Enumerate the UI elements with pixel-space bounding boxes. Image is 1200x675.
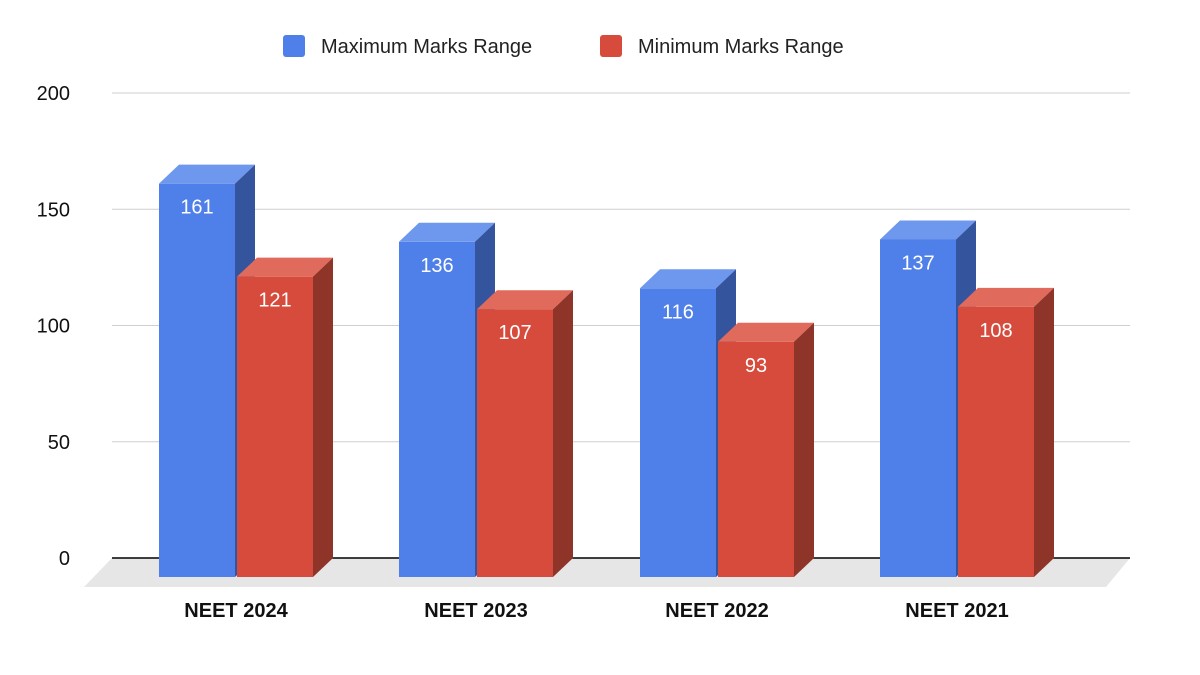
- y-tick-label: 200: [37, 83, 70, 105]
- bar-top: [477, 290, 573, 310]
- data-label: 116: [662, 301, 694, 323]
- bar-front: [640, 288, 716, 577]
- bar-top: [640, 269, 736, 289]
- chart-floor: [84, 558, 1130, 587]
- data-label: 107: [498, 322, 531, 344]
- bar-front: [399, 241, 475, 578]
- legend-swatch: [600, 35, 622, 57]
- bar-top: [237, 257, 333, 277]
- bar-top: [159, 164, 255, 184]
- bar: 93: [718, 322, 814, 577]
- bar: 116: [640, 269, 736, 577]
- legend-entry: Maximum Marks Range: [283, 35, 532, 58]
- bar-front: [958, 306, 1034, 577]
- legend-label: Minimum Marks Range: [638, 36, 844, 58]
- bar-front: [880, 239, 956, 577]
- x-tick-label: NEET 2024: [184, 600, 288, 622]
- y-axis: 0 50 100 150 200: [37, 83, 70, 570]
- data-label: 137: [901, 252, 934, 274]
- floor-plane: [84, 558, 1130, 587]
- bar-top: [718, 322, 814, 342]
- y-tick-label: 50: [48, 432, 70, 454]
- bar-front: [237, 276, 313, 577]
- x-tick-label: NEET 2023: [424, 600, 527, 622]
- x-tick-label: NEET 2021: [905, 600, 1008, 622]
- data-label: 108: [979, 320, 1012, 342]
- bar-side: [1034, 287, 1054, 577]
- data-label: 136: [420, 255, 453, 277]
- bar: 107: [477, 290, 573, 577]
- bar-top: [880, 220, 976, 240]
- bar-side: [794, 322, 814, 577]
- bar-side: [313, 257, 333, 577]
- x-tick-label: NEET 2022: [665, 600, 768, 622]
- bar-top: [958, 287, 1054, 307]
- data-label: 161: [180, 197, 213, 219]
- legend-swatch: [283, 35, 305, 57]
- legend-entry: Minimum Marks Range: [600, 35, 844, 58]
- bars: 161 121 136 107 116 93 137 108: [159, 164, 1054, 578]
- data-label: 93: [745, 355, 767, 377]
- bar: 108: [958, 287, 1054, 577]
- y-tick-label: 100: [37, 316, 70, 338]
- bar-front: [477, 309, 553, 577]
- bar-top: [399, 222, 495, 242]
- bar-front: [159, 183, 235, 578]
- y-tick-label: 150: [37, 199, 70, 221]
- bar-side: [553, 290, 573, 577]
- bar: 121: [237, 257, 333, 577]
- x-axis: NEET 2024 NEET 2023 NEET 2022 NEET 2021: [184, 600, 1008, 622]
- y-tick-label: 0: [59, 548, 70, 570]
- bar-front: [718, 341, 794, 577]
- legend-label: Maximum Marks Range: [321, 36, 532, 58]
- data-label: 121: [258, 290, 291, 312]
- legend: Maximum Marks Range Minimum Marks Range: [283, 35, 844, 58]
